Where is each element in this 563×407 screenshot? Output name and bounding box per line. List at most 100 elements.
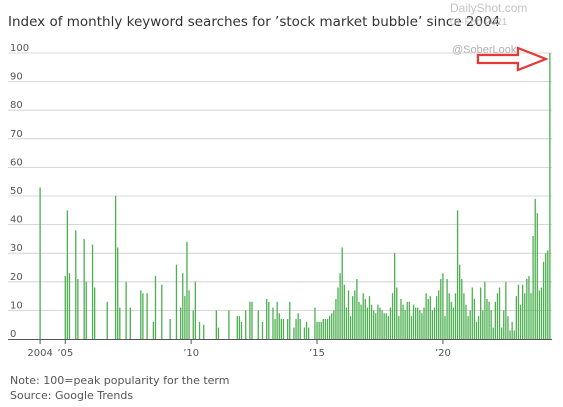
bar xyxy=(456,210,459,339)
bar xyxy=(446,278,448,339)
bar xyxy=(368,296,371,339)
gridlines xyxy=(8,52,552,311)
bar xyxy=(140,290,142,339)
bar xyxy=(404,310,406,339)
bar xyxy=(114,196,117,339)
bar xyxy=(85,281,87,339)
bar xyxy=(215,310,217,339)
bar xyxy=(475,321,478,339)
bar xyxy=(503,310,505,339)
bar xyxy=(398,316,400,339)
bar xyxy=(364,298,366,339)
y-tick-label: 80 xyxy=(10,100,23,111)
bar xyxy=(450,301,452,339)
bar xyxy=(536,213,538,339)
bar xyxy=(274,318,276,339)
bar xyxy=(421,313,423,339)
bar xyxy=(542,261,545,339)
bar xyxy=(345,307,348,339)
bar xyxy=(349,316,352,339)
bar xyxy=(469,310,471,339)
bar xyxy=(530,293,532,339)
y-tick-label: 60 xyxy=(10,157,23,168)
bar xyxy=(482,310,484,339)
bar xyxy=(358,301,360,339)
bar xyxy=(289,301,291,339)
bar xyxy=(427,298,429,339)
bar xyxy=(433,307,436,339)
bars xyxy=(39,53,551,339)
bar xyxy=(505,281,507,339)
bar xyxy=(268,301,270,339)
bar xyxy=(377,304,379,339)
watermark-site: DailyShot.com xyxy=(450,1,528,15)
bar xyxy=(471,287,473,339)
peak-arrow-annotation xyxy=(476,46,549,72)
bar xyxy=(429,296,431,339)
y-tick-labels: 0 10 20 30 40 50 60 70 80 90 100 xyxy=(10,43,29,340)
bar xyxy=(91,244,94,339)
bar xyxy=(318,321,320,339)
bar xyxy=(494,301,496,339)
bar xyxy=(280,318,283,339)
bar xyxy=(303,327,306,339)
bar xyxy=(517,284,520,339)
bar xyxy=(68,273,71,339)
bar xyxy=(152,321,155,339)
bar xyxy=(408,301,410,339)
bar xyxy=(410,316,413,339)
bar xyxy=(337,287,339,339)
bar xyxy=(366,307,369,339)
bar xyxy=(375,313,377,339)
bar xyxy=(287,318,289,339)
bar xyxy=(117,247,119,339)
bar xyxy=(370,304,373,339)
bar xyxy=(435,296,438,339)
bar xyxy=(129,307,131,339)
bar xyxy=(93,287,96,339)
bar xyxy=(245,310,247,339)
y-tick-label: 100 xyxy=(10,43,29,54)
bar xyxy=(194,281,196,339)
bar xyxy=(238,316,241,339)
bar xyxy=(236,316,238,339)
bar xyxy=(314,307,316,339)
bar xyxy=(316,321,318,339)
y-tick-label: 0 xyxy=(10,329,16,340)
bar xyxy=(498,287,501,339)
bar xyxy=(335,298,337,339)
bar xyxy=(528,276,530,339)
red-arrow-icon xyxy=(476,46,549,72)
bar xyxy=(402,304,404,339)
bar xyxy=(425,293,427,339)
chart-title: Index of monthly keyword searches for ’s… xyxy=(8,14,501,30)
bar xyxy=(326,318,329,339)
bar xyxy=(534,198,536,339)
bar xyxy=(417,307,419,339)
bar xyxy=(414,307,417,339)
bar xyxy=(442,273,444,339)
bar xyxy=(257,310,259,339)
bar xyxy=(297,313,299,339)
bar xyxy=(440,278,442,339)
bar xyxy=(547,250,549,339)
bar xyxy=(184,296,186,339)
bar xyxy=(406,301,408,339)
bar xyxy=(328,316,331,339)
bar xyxy=(492,327,494,339)
bar xyxy=(324,318,327,339)
y-tick-label: 70 xyxy=(10,129,23,140)
bar xyxy=(509,330,511,339)
bar xyxy=(448,293,450,339)
bar xyxy=(322,318,324,339)
bar xyxy=(444,316,446,339)
bar xyxy=(484,281,486,339)
bar xyxy=(278,313,280,339)
bar xyxy=(391,293,394,339)
bar xyxy=(507,316,509,339)
bar xyxy=(389,307,392,339)
bar xyxy=(161,284,163,339)
bar xyxy=(515,296,517,339)
bar xyxy=(146,293,148,339)
x-axis xyxy=(8,339,552,344)
